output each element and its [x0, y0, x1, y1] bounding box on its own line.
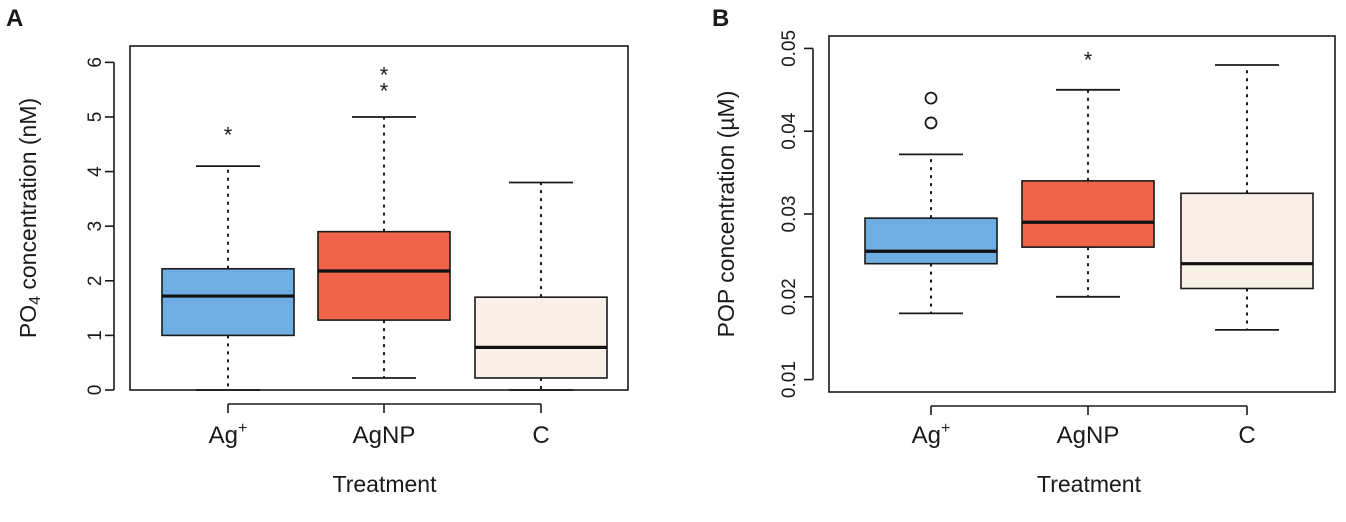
y-axis-title: POP concentration (µM)	[713, 91, 739, 338]
outlier-point	[924, 116, 938, 130]
y-axis-title: PO4 concentration (nM)	[15, 98, 44, 338]
x-tick-label-text: C	[1238, 422, 1255, 449]
panel-label: B	[712, 5, 729, 32]
plot-frame	[828, 35, 1336, 393]
x-tick-label-text: C	[532, 422, 549, 449]
y-tick-label: 0.03	[779, 196, 800, 233]
y-tick-label: 0	[85, 385, 106, 396]
box-iqr	[317, 230, 451, 321]
x-axis-title: Treatment	[333, 471, 438, 497]
outlier-point	[924, 91, 938, 105]
x-tick-label: AgNP	[1057, 422, 1120, 449]
y-tick-label: 5	[85, 112, 106, 123]
x-tick-label: AgNP	[353, 422, 416, 449]
extreme-outlier-point: *	[380, 79, 389, 104]
y-tick-label: 0.05	[779, 30, 800, 67]
box-iqr	[474, 296, 608, 379]
extreme-outlier-point: *	[1084, 47, 1093, 72]
y-tick-label: 0.02	[779, 278, 800, 315]
x-tick-label: Ag+	[209, 420, 248, 449]
y-tick-label: 4	[85, 166, 106, 177]
extreme-outlier-point: *	[224, 122, 233, 147]
x-tick-label: C	[1238, 422, 1255, 449]
y-tick-label: 2	[85, 276, 106, 287]
x-tick-label-text: AgNP	[353, 422, 416, 449]
box-iqr	[1021, 180, 1155, 248]
extreme-outlier-point: *	[380, 62, 389, 87]
x-tick-label-superscript: +	[941, 420, 950, 437]
y-axis-title-text: concentration (nM)	[15, 98, 41, 296]
y-tick-label: 6	[85, 57, 106, 68]
y-tick-label: 0.01	[779, 361, 800, 398]
x-tick-label: C	[532, 422, 549, 449]
chart-panel-b: B 0.01 0.02 0.03 0.04 0.05 POP concentration (…	[712, 5, 1336, 497]
panel-label: A	[6, 5, 23, 32]
x-tick-label-text: Ag	[912, 422, 941, 449]
y-axis-title-text: PO	[15, 305, 41, 338]
box-iqr	[161, 267, 295, 337]
y-tick-label: 1	[85, 330, 106, 341]
x-tick-label: Ag+	[912, 420, 951, 449]
x-axis-title: Treatment	[1037, 471, 1142, 497]
y-tick-label: 3	[85, 221, 106, 232]
x-tick-label-text: AgNP	[1057, 422, 1120, 449]
box-iqr	[864, 217, 998, 265]
x-tick-label-text: Ag	[209, 422, 238, 449]
y-axis-title-subscript: 4	[27, 296, 44, 305]
y-tick-label: 0.04	[779, 112, 800, 149]
x-tick-label-superscript: +	[238, 420, 247, 437]
box-iqr	[1180, 192, 1314, 290]
plot-frame	[129, 45, 629, 391]
y-axis-title-text: POP concentration (µM)	[713, 91, 739, 338]
